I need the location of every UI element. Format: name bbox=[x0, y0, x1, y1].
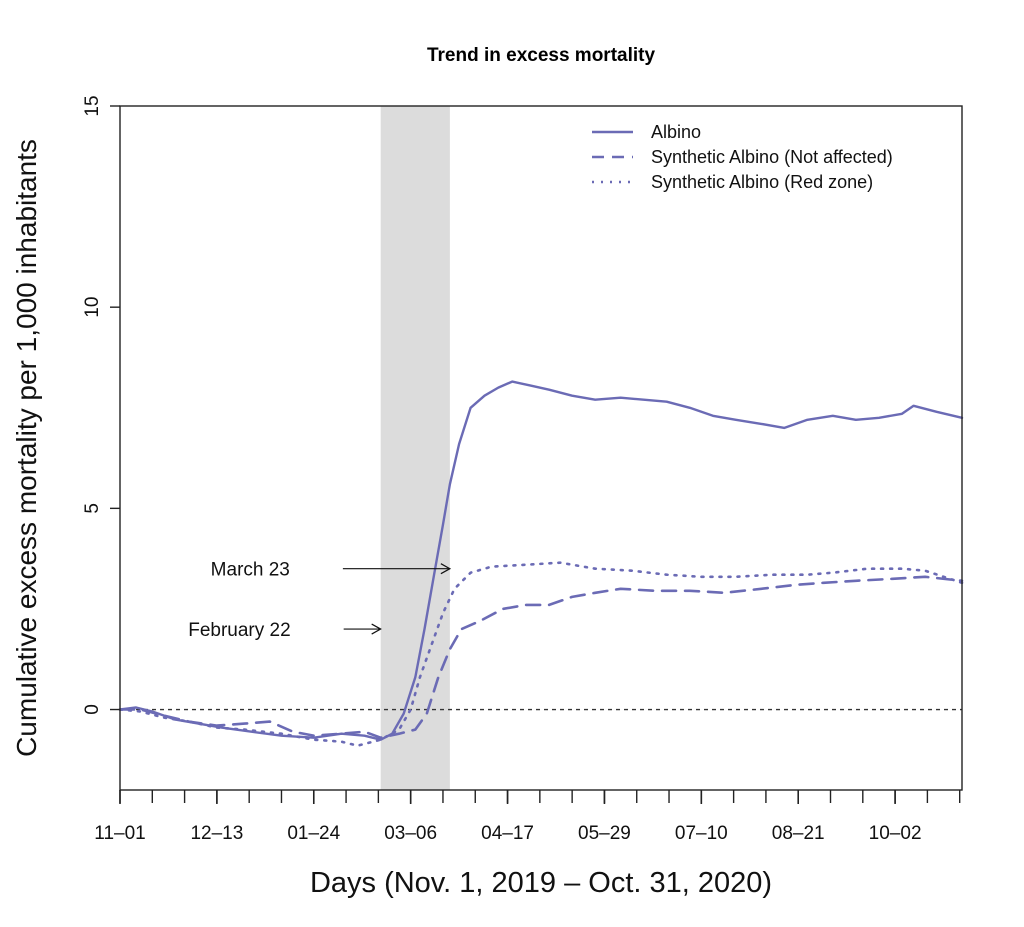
x-tick-label: 07–10 bbox=[675, 823, 728, 844]
y-tick-label: 5 bbox=[82, 503, 103, 514]
x-tick-label: 12–13 bbox=[190, 823, 243, 844]
axes: 0 5 10 15 11–01 12–13 01–24 03–06 04–17 05–29 07–1… bbox=[82, 95, 963, 844]
legend-entry-1: Synthetic Albino (Not affected) bbox=[651, 147, 893, 167]
y-tick-label: 0 bbox=[82, 704, 103, 715]
annotation-arrow-head bbox=[440, 563, 452, 575]
series-line-1 bbox=[118, 575, 964, 739]
x-axis-label: Days (Nov. 1, 2019 – Oct. 31, 2020) bbox=[310, 867, 772, 899]
x-tick-label: 04–17 bbox=[481, 823, 534, 844]
y-axis-label: Cumulative excess mortality per 1,000 in… bbox=[11, 139, 42, 757]
series-line-2 bbox=[118, 561, 964, 747]
annotation-arrow-head bbox=[371, 623, 382, 635]
x-tick-label: 10–02 bbox=[869, 823, 922, 844]
x-tick-label: 11–01 bbox=[94, 823, 145, 844]
chart-title: Trend in excess mortality bbox=[427, 45, 656, 66]
shaded-period bbox=[380, 106, 450, 790]
x-tick-label: 05–29 bbox=[578, 823, 631, 844]
x-tick-label: 03–06 bbox=[384, 823, 437, 844]
annotation-label: March 23 bbox=[211, 560, 290, 581]
x-tick-label: 08–21 bbox=[772, 823, 825, 844]
y-tick-label: 15 bbox=[82, 95, 103, 116]
legend: Albino Synthetic Albino (Not affected) Syn… bbox=[592, 122, 893, 192]
annotations: March 23 February 22 bbox=[188, 560, 452, 641]
y-tick-label: 10 bbox=[82, 297, 103, 318]
legend-entry-0: Albino bbox=[651, 122, 701, 142]
legend-entry-2: Synthetic Albino (Red zone) bbox=[651, 172, 873, 192]
plot-area bbox=[118, 106, 964, 790]
annotation-label: February 22 bbox=[188, 620, 290, 641]
x-tick-label: 01–24 bbox=[287, 823, 340, 844]
plot-frame bbox=[119, 105, 963, 791]
series-line-0 bbox=[118, 380, 964, 741]
